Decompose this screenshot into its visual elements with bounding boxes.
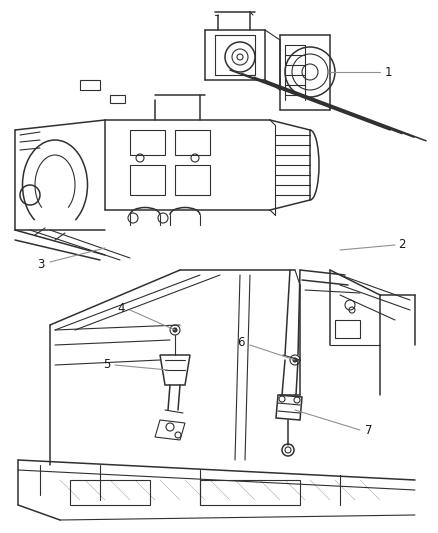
Text: 1: 1 (385, 66, 392, 78)
Text: 3: 3 (38, 259, 45, 271)
Bar (200, 480, 300, 505)
Bar (175, 165, 210, 195)
Bar (80, 80, 100, 90)
Text: 7: 7 (365, 424, 372, 437)
Bar (110, 95, 125, 103)
Text: 4: 4 (117, 302, 125, 314)
Text: 5: 5 (102, 359, 110, 372)
Bar (130, 130, 165, 155)
Circle shape (293, 358, 297, 362)
Text: 2: 2 (398, 238, 406, 252)
Bar (70, 480, 150, 505)
Circle shape (173, 328, 177, 332)
Bar (335, 320, 360, 338)
Bar (130, 165, 165, 195)
Text: 6: 6 (237, 336, 245, 350)
Bar (175, 130, 210, 155)
